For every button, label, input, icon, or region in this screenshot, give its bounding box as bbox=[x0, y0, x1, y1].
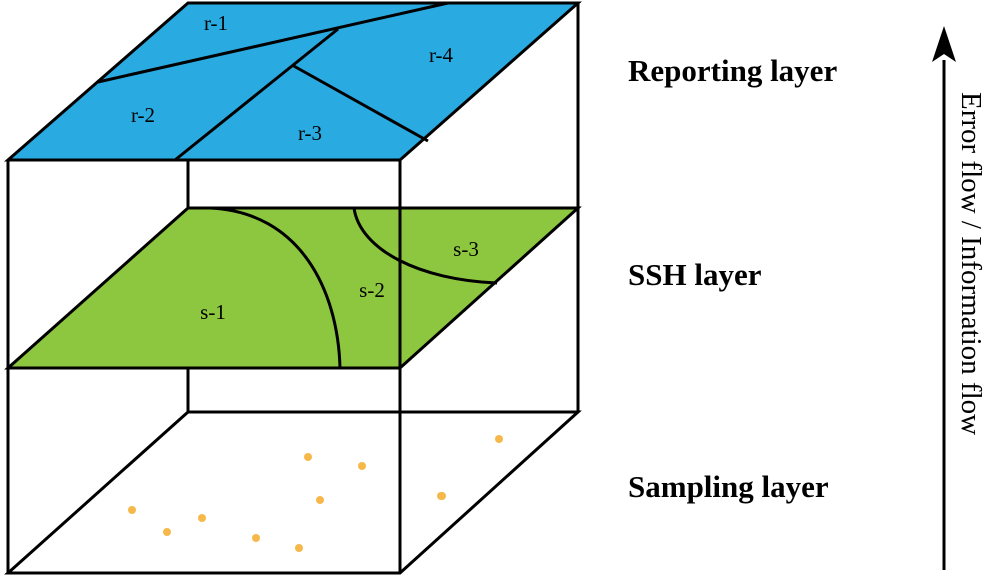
region-label-s3: s-3 bbox=[453, 237, 479, 261]
sample-point bbox=[252, 534, 260, 542]
region-label-r4: r-4 bbox=[429, 43, 454, 67]
sample-point bbox=[198, 514, 206, 522]
region-label-r3: r-3 bbox=[298, 121, 322, 145]
reporting-layer bbox=[3, 1, 582, 162]
sample-point bbox=[495, 435, 503, 443]
arrow-up-icon bbox=[932, 26, 956, 62]
sampling-layer bbox=[4, 410, 582, 575]
sample-point bbox=[163, 528, 171, 536]
flow-arrow bbox=[932, 26, 956, 570]
reporting-plane bbox=[3, 1, 582, 162]
sample-point bbox=[295, 544, 303, 552]
sampling-plane bbox=[4, 410, 582, 575]
layer-label-reporting: Reporting layer bbox=[628, 53, 837, 88]
region-label-r1: r-1 bbox=[204, 11, 228, 35]
reporting-boundary-r3-r4 bbox=[291, 63, 429, 143]
layer-label-sampling: Sampling layer bbox=[628, 469, 829, 504]
region-label-s1: s-1 bbox=[200, 300, 226, 324]
ssh-boundary-s1-s2 bbox=[209, 206, 342, 369]
sample-point bbox=[316, 496, 324, 504]
reporting-boundary-r1 bbox=[97, 1, 449, 84]
cube-front-edges bbox=[6, 160, 402, 573]
ssh-layer bbox=[4, 206, 582, 370]
region-label-r2: r-2 bbox=[131, 103, 155, 127]
layer-label-ssh: SSH layer bbox=[628, 257, 762, 292]
sample-points bbox=[128, 435, 503, 552]
sample-point bbox=[128, 506, 136, 514]
reporting-boundary-r2-r34 bbox=[174, 27, 339, 162]
sample-point bbox=[358, 462, 366, 470]
region-label-s2: s-2 bbox=[359, 278, 385, 302]
sample-point bbox=[437, 492, 445, 500]
ssh-plane bbox=[4, 206, 582, 370]
sample-point bbox=[304, 453, 312, 461]
flow-arrow-label: Error flow / Information flow bbox=[955, 92, 987, 435]
